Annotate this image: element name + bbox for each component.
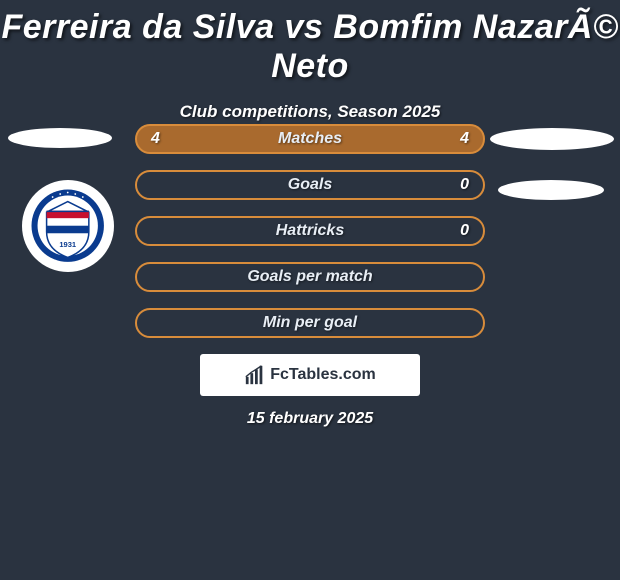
stat-row: Min per goal — [135, 308, 485, 338]
stat-label: Goals per match — [247, 268, 372, 286]
branding-box: FcTables.com — [200, 354, 420, 396]
stat-left-value: 4 — [151, 130, 160, 148]
stat-row: 4 Matches 4 — [135, 124, 485, 154]
stat-right-value: 0 — [460, 176, 469, 194]
player-ellipse — [8, 128, 112, 148]
stat-right-value: 4 — [460, 130, 469, 148]
stat-label: Matches — [278, 130, 342, 148]
club-badge: 1931 — [22, 180, 114, 272]
stat-label: Goals — [288, 176, 332, 194]
page-title: Ferreira da Silva vs Bomfim NazarÃ© Neto — [0, 0, 620, 86]
footer-date: 15 february 2025 — [0, 410, 620, 428]
subtitle: Club competitions, Season 2025 — [0, 102, 620, 122]
stats-container: 4 Matches 4 Goals 0 Hattricks 0 Goals per match… — [135, 124, 485, 354]
player-ellipse — [498, 180, 604, 200]
player-ellipse — [490, 128, 614, 150]
stat-label: Min per goal — [263, 314, 357, 332]
stat-label: Hattricks — [276, 222, 344, 240]
stat-row: Goals 0 — [135, 170, 485, 200]
stat-right-value: 0 — [460, 222, 469, 240]
branding-text: FcTables.com — [270, 366, 376, 384]
bar-chart-icon — [244, 364, 266, 386]
stat-row: Hattricks 0 — [135, 216, 485, 246]
stat-row: Goals per match — [135, 262, 485, 292]
svg-text:1931: 1931 — [60, 240, 77, 249]
